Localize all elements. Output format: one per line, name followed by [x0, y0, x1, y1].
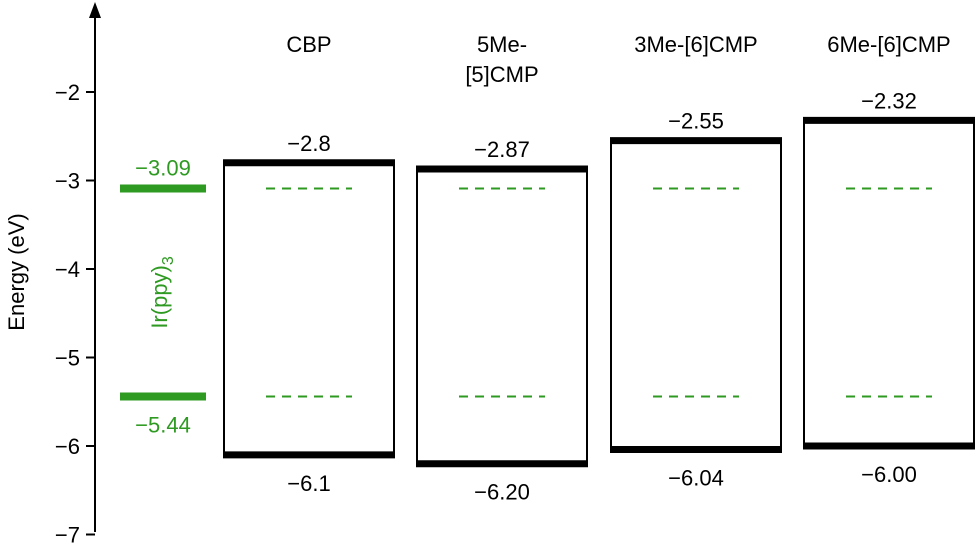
y-tick-label: −7	[55, 523, 80, 545]
dopant-lumo-label: −3.09	[135, 155, 191, 180]
dopant-levels: −3.09 −5.44 Ir(ppy)3	[120, 155, 206, 437]
y-axis-label: Energy (eV)	[4, 213, 29, 330]
host-column: 3Me-[6]CMP −2.55 −6.04	[610, 32, 782, 491]
host-name: 6Me-[6]CMP	[827, 32, 950, 57]
host-column: 6Me-[6]CMP −2.32 −6.00	[803, 32, 975, 487]
dopant-name: Ir(ppy)3	[147, 256, 177, 329]
host-box	[223, 161, 395, 456]
host-name: 3Me-[6]CMP	[634, 32, 757, 57]
host-column: CBP −2.8 −6.1	[223, 32, 395, 496]
y-tick-label: −2	[55, 80, 80, 105]
host-homo-label: −6.00	[861, 462, 917, 487]
host-lumo-label: −2.87	[474, 137, 530, 162]
host-name: CBP	[286, 32, 331, 57]
y-axis-arrow	[89, 2, 101, 18]
y-tick-label: −5	[55, 346, 80, 371]
host-name: [5]CMP	[465, 62, 538, 87]
host-box	[803, 119, 975, 447]
dopant-name-subscript: 3	[160, 256, 177, 265]
y-ticks: −2 −3 −4 −5 −6 −7	[55, 80, 95, 545]
host-homo-label: −6.1	[287, 471, 330, 496]
host-lumo-label: −2.55	[668, 109, 724, 134]
host-name: 5Me-	[477, 32, 527, 57]
host-levels: CBP −2.8 −6.1 5Me- [5]CMP −2.87 −6.20 3Me-[6]CM…	[223, 32, 975, 505]
y-tick-label: −6	[55, 434, 80, 459]
y-axis: −2 −3 −4 −5 −6 −7 Energy (eV)	[4, 2, 101, 545]
y-tick-label: −3	[55, 169, 80, 194]
host-lumo-label: −2.8	[287, 131, 330, 156]
y-tick-label: −4	[55, 257, 80, 282]
dopant-homo-label: −5.44	[135, 412, 191, 437]
host-column: 5Me- [5]CMP −2.87 −6.20	[416, 32, 588, 505]
host-lumo-label: −2.32	[861, 88, 917, 113]
host-box	[416, 167, 588, 465]
host-homo-label: −6.04	[668, 466, 724, 491]
host-box	[610, 139, 782, 451]
host-homo-label: −6.20	[474, 480, 530, 505]
